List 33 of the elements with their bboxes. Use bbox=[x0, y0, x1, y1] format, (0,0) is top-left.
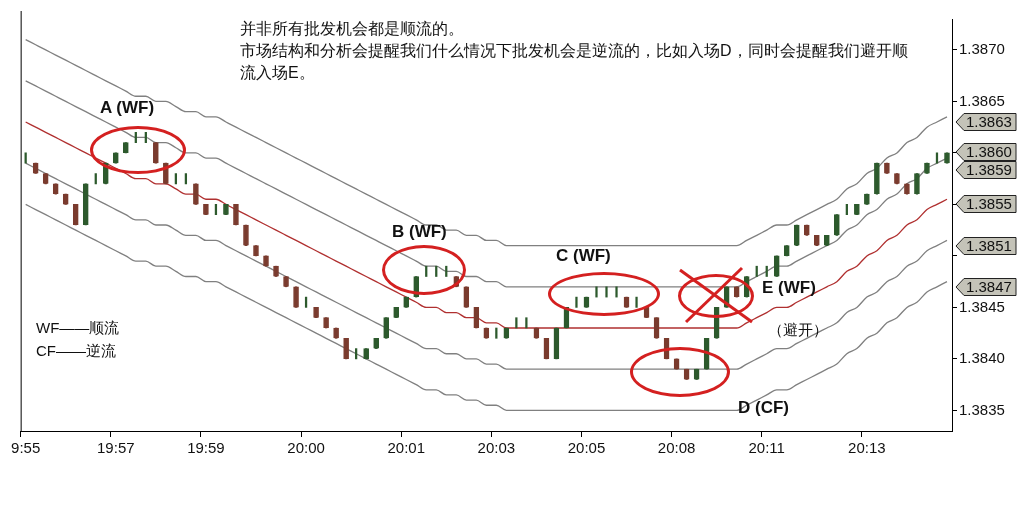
y-tick-label: 1.3865 bbox=[959, 91, 1005, 109]
annotation: CF——逆流 bbox=[36, 342, 116, 359]
text: 1.3847 bbox=[966, 278, 1012, 296]
line-series bbox=[25, 38, 948, 247]
annotation: WF——顺流 bbox=[36, 319, 120, 336]
y-tick-label: 1.3870 bbox=[959, 40, 1005, 58]
annotation: 市场结构和分析会提醒我们什么情况下批发机会是逆流的，比如入场D，同时会提醒我们避开顺流入场E。 bbox=[240, 41, 909, 83]
x-tick-label: 20:00 bbox=[287, 439, 325, 457]
annotation: D (CF) bbox=[738, 398, 789, 417]
x-tick-label: 19:57 bbox=[97, 439, 135, 457]
x-tick-label: 20:13 bbox=[848, 439, 886, 457]
text: 1.3855 bbox=[966, 195, 1012, 213]
text: 1.3859 bbox=[966, 161, 1012, 179]
text: 1.3863 bbox=[966, 113, 1012, 131]
annotation: 并非所有批发机会都是顺流的。 bbox=[240, 20, 464, 37]
x-tick-label: 20:05 bbox=[567, 439, 606, 457]
line-series bbox=[25, 162, 948, 370]
x-tick-label: 19:59 bbox=[187, 439, 225, 457]
x-tick-label: 20:11 bbox=[748, 439, 785, 457]
x-tick-label: 9:55 bbox=[11, 439, 41, 457]
y-tick-label: 1.3835 bbox=[959, 400, 1005, 418]
x-tick-label: 20:01 bbox=[387, 439, 425, 457]
annotation: （避开） bbox=[768, 321, 828, 338]
text: 1.3860 bbox=[966, 143, 1012, 161]
text: 1.3851 bbox=[966, 237, 1012, 255]
annotation: C (WF) bbox=[556, 246, 611, 265]
x-tick-label: 20:03 bbox=[477, 439, 516, 457]
y-tick-label: 1.3845 bbox=[959, 297, 1005, 315]
annotation: B (WF) bbox=[392, 222, 447, 241]
x-tick-label: 20:08 bbox=[657, 439, 696, 457]
annotation: E (WF) bbox=[762, 278, 816, 297]
y-tick-label: 1.3840 bbox=[959, 349, 1005, 367]
annotation: A (WF) bbox=[100, 98, 155, 117]
